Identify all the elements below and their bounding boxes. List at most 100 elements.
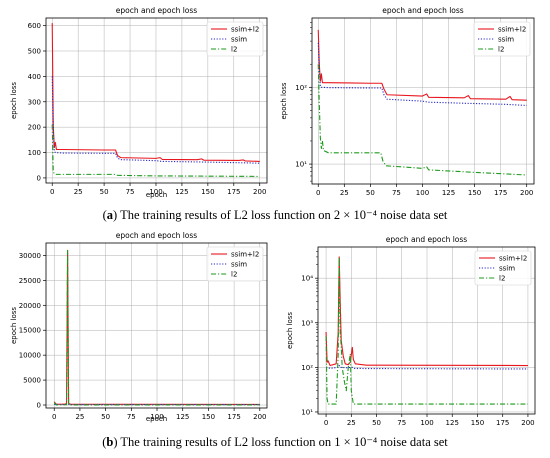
x-tick-label: 150 [471, 419, 484, 427]
legend: ssim+l2 ssim l2 [473, 21, 531, 57]
y-tick-label: 10² [295, 84, 307, 92]
y-tick-label: 600 [28, 22, 41, 30]
x-tick-label: 0 [50, 188, 54, 196]
plot-frame [45, 242, 268, 409]
y-tick-label: 25000 [19, 277, 41, 285]
x-tick-label: 25 [340, 189, 349, 197]
x-tick-label: 100 [149, 188, 162, 196]
legend: ssim+l2 ssim l2 [206, 21, 264, 57]
caption-a-letter: a [106, 208, 114, 222]
x-tick-label: 200 [520, 189, 533, 197]
y-tick-label: 0 [37, 402, 41, 410]
x-tick-label: 0 [324, 419, 328, 427]
y-tick-label: 30000 [19, 252, 41, 260]
legend: ssim+l2 ssim l2 [474, 250, 532, 286]
chart-b-right: 0 25 50 75 100 125 150 175 200 10¹ 10² 10³ 10⁴ epoch … [286, 235, 536, 427]
x-tick-label: 50 [100, 188, 109, 196]
plot-area [53, 249, 260, 406]
y-tick-label: 10¹ [301, 408, 313, 416]
y-tick-label: 5000 [23, 377, 41, 385]
series-line-l2 [53, 249, 260, 406]
chart-title: epoch and epoch loss [116, 231, 198, 240]
legend-box [473, 21, 531, 57]
series-line-ssim-l2 [317, 29, 527, 101]
chart-title: epoch and epoch loss [116, 6, 198, 15]
legend-label: l2 [231, 271, 237, 279]
caption-b: (b) The training results of L2 loss func… [102, 435, 448, 449]
y-tick-label: 10² [301, 364, 313, 372]
y-tick-label: 15000 [19, 327, 41, 335]
x-tick-label: 200 [253, 188, 266, 196]
series-line-ssim-l2 [325, 256, 528, 367]
y-tick-label: 10¹ [295, 161, 307, 169]
y-tick-label: 20000 [19, 302, 41, 310]
y-tick-label: 10000 [19, 352, 41, 360]
y-axis-label: epoch loss [286, 312, 294, 349]
plot-frame [311, 17, 535, 185]
legend-label: ssim+l2 [499, 255, 527, 263]
y-tick-label: 10⁴ [301, 275, 313, 283]
x-tick-label: 75 [126, 188, 135, 196]
series-line-ssim [326, 364, 528, 370]
series-line-l2 [325, 256, 528, 405]
caption-a-text: The training results of L2 loss function… [120, 208, 448, 222]
legend-label: ssim+l2 [498, 26, 526, 34]
series-line-ssim [51, 76, 260, 164]
legend-label: l2 [498, 46, 504, 54]
x-tick-label: 200 [253, 413, 266, 421]
x-tick-label: 100 [420, 419, 433, 427]
x-tick-label: 175 [496, 419, 509, 427]
chart-title: epoch and epoch loss [386, 235, 468, 244]
chart-title: epoch and epoch loss [382, 6, 464, 15]
plot-area [317, 29, 527, 176]
x-tick-label: 25 [74, 188, 83, 196]
legend-box [206, 246, 264, 282]
x-tick-label: 100 [150, 413, 163, 421]
legend-label: ssim+l2 [231, 26, 259, 34]
x-tick-label: 175 [227, 188, 240, 196]
legend: ssim+l2 ssim l2 [206, 246, 264, 282]
x-tick-label: 25 [75, 413, 84, 421]
y-tick-label: 10³ [301, 319, 313, 327]
x-tick-label: 125 [175, 188, 188, 196]
x-tick-label: 175 [227, 413, 240, 421]
x-tick-label: 0 [316, 189, 320, 197]
x-tick-label: 150 [202, 413, 215, 421]
x-tick-label: 200 [521, 419, 534, 427]
plot-frame [45, 17, 268, 184]
x-tick-label: 0 [52, 413, 56, 421]
x-tick-label: 50 [101, 413, 110, 421]
x-tick-label: 50 [366, 189, 375, 197]
y-axis-label: epoch loss [10, 82, 18, 119]
legend-label: l2 [499, 275, 505, 283]
chart-a-left: 0 25 50 75 100 125 150 175 200 0 100 200 300 400 500 60… [10, 6, 268, 199]
legend-label: ssim [231, 261, 247, 269]
y-tick-label: 200 [28, 124, 41, 132]
legend-box [206, 21, 264, 57]
plot-area [51, 23, 260, 177]
legend-label: l2 [231, 46, 237, 54]
x-tick-label: 75 [397, 419, 406, 427]
legend-label: ssim [499, 265, 515, 273]
legend-label: ssim+l2 [231, 251, 259, 259]
x-axis-label: epoch [146, 415, 167, 423]
y-tick-label: 500 [28, 48, 41, 56]
legend-box [474, 250, 532, 286]
legend-label: ssim [498, 36, 514, 44]
x-tick-label: 125 [176, 413, 189, 421]
caption-b-letter: b [106, 435, 114, 449]
y-axis-label: epoch loss [10, 307, 18, 344]
x-tick-label: 125 [446, 419, 459, 427]
series-line-l2 [317, 64, 527, 176]
plot-area [325, 256, 528, 405]
x-tick-label: 75 [392, 189, 401, 197]
x-tick-label: 150 [468, 189, 481, 197]
x-tick-label: 125 [442, 189, 455, 197]
series-line-l2 [51, 124, 260, 177]
chart-b-left: 0 25 50 75 100 125 150 175 200 0 5000 10000 15000 200… [10, 231, 268, 423]
y-axis-label: epoch loss [280, 82, 288, 119]
x-tick-label: 75 [127, 413, 136, 421]
y-tick-label: 0 [37, 174, 41, 182]
x-tick-label: 175 [494, 189, 507, 197]
x-tick-label: 100 [416, 189, 429, 197]
